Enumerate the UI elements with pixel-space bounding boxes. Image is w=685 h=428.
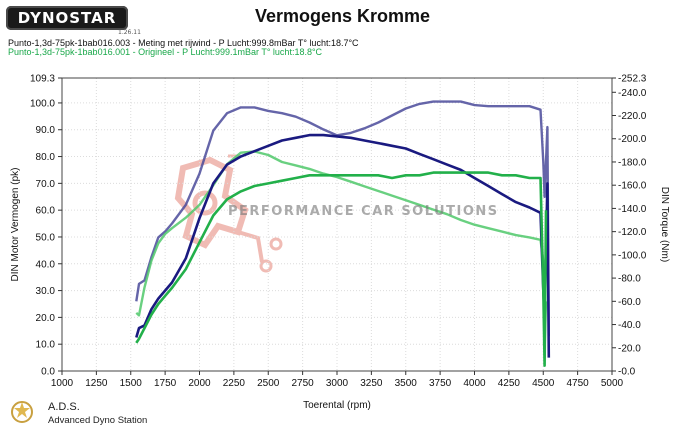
x-tick-label: 3000 — [326, 378, 349, 389]
x-tick-label: 1250 — [85, 378, 108, 389]
footer-subtitle: Advanced Dyno Station — [48, 415, 148, 426]
y-left-tick-label: 60.0 — [36, 206, 56, 217]
y-right-tick-label: -160.0 — [618, 181, 647, 192]
x-tick-label: 1500 — [120, 378, 143, 389]
y-right-tick-label: -0.0 — [618, 367, 636, 378]
y-right-tick-label: -60.0 — [618, 297, 641, 308]
logo-text: DYNOSTAR — [17, 9, 117, 27]
x-tick-label: 3750 — [429, 378, 452, 389]
y-right-tick-label: -240.0 — [618, 88, 647, 99]
y-left-axis-title: DIN Motor Vermogen (pk) — [10, 168, 21, 282]
x-tick-label: 5000 — [601, 378, 624, 389]
y-right-tick-label: -120.0 — [618, 227, 647, 238]
y-right-tick-label: -220.0 — [618, 111, 647, 122]
x-tick-label: 1750 — [154, 378, 177, 389]
y-left-tick-label: 109.3 — [30, 74, 55, 85]
footer-brand: A.D.S. — [48, 401, 80, 413]
x-tick-label: 2500 — [257, 378, 280, 389]
x-tick-label: 1000 — [51, 378, 74, 389]
y-left-tick-label: 90.0 — [36, 125, 56, 136]
x-tick-label: 4750 — [567, 378, 590, 389]
x-tick-label: 4500 — [532, 378, 555, 389]
run-label-1: Punto-1,3d-75pk-1bab016.003 - Meting met… — [8, 38, 359, 48]
x-tick-label: 2750 — [292, 378, 315, 389]
y-left-tick-label: 80.0 — [36, 152, 56, 163]
run-001-torque-curve — [135, 150, 548, 349]
x-tick-label: 4000 — [463, 378, 486, 389]
x-tick-label: 3500 — [395, 378, 418, 389]
run-001-power-curve — [135, 171, 548, 367]
y-right-tick-label: -100.0 — [618, 250, 647, 261]
y-right-tick-label: -180.0 — [618, 157, 647, 168]
y-left-tick-label: 40.0 — [36, 259, 56, 270]
watermark-text: PERFORMANCE CAR SOLUTIONS — [228, 204, 499, 219]
y-right-tick-label: -20.0 — [618, 343, 641, 354]
y-left-tick-label: 100.0 — [30, 98, 55, 109]
run-label-2: Punto-1,3d-75pk-1bab016.001 - Origineel … — [8, 47, 323, 57]
dynostar-logo: DYNOSTAR — [6, 6, 128, 30]
y-right-tick-label: -80.0 — [618, 274, 641, 285]
y-left-tick-label: 20.0 — [36, 313, 56, 324]
y-left-tick-label: 70.0 — [36, 179, 56, 190]
y-right-tick-label: -200.0 — [618, 134, 647, 145]
run-003-power-curve — [135, 133, 551, 358]
chart-title: Vermogens Kromme — [254, 6, 431, 26]
logo-version: 1.26.11 — [118, 29, 141, 36]
y-left-tick-label: 50.0 — [36, 232, 56, 243]
x-axis-title: Toerental (rpm) — [303, 400, 371, 411]
y-right-tick-label: -140.0 — [618, 204, 647, 215]
ads-logo-icon — [11, 401, 33, 423]
y-right-tick-label: -252.3 — [618, 74, 647, 85]
y-left-tick-label: 0.0 — [41, 367, 55, 378]
y-right-axis-title: DIN Torque (Nm) — [659, 187, 670, 262]
x-tick-label: 2000 — [188, 378, 211, 389]
y-left-tick-label: 10.0 — [36, 340, 56, 351]
x-tick-label: 4250 — [498, 378, 521, 389]
run-003-torque-curve — [135, 100, 550, 337]
y-right-tick-label: -40.0 — [618, 320, 641, 331]
y-left-tick-label: 30.0 — [36, 286, 56, 297]
x-tick-label: 2250 — [223, 378, 246, 389]
x-tick-label: 3250 — [360, 378, 383, 389]
